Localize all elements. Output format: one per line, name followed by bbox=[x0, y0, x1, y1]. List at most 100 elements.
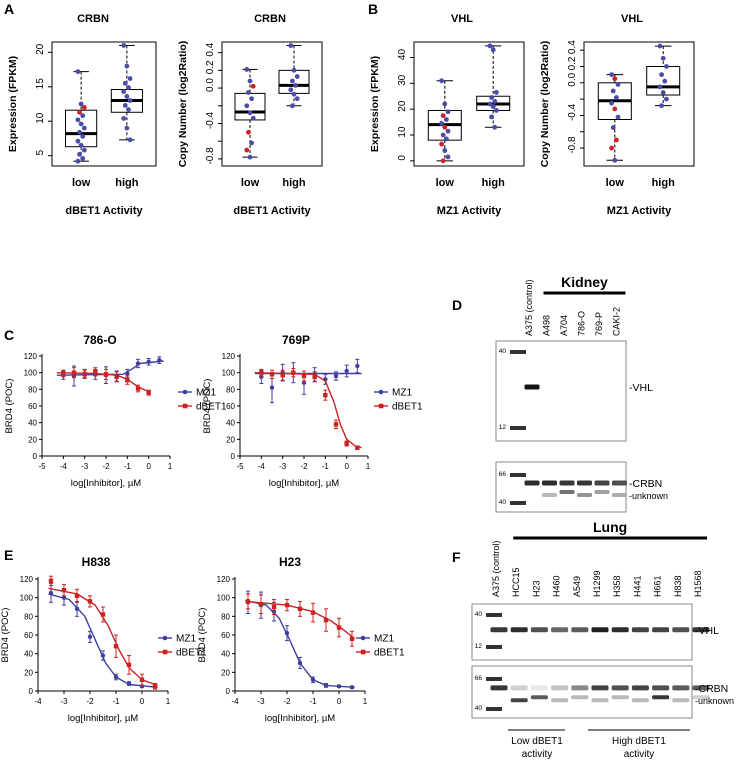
data-point bbox=[439, 120, 444, 126]
data-point bbox=[126, 107, 131, 112]
data-point-mz1 bbox=[48, 590, 54, 596]
data-point bbox=[122, 102, 128, 108]
unknown-band bbox=[672, 698, 690, 703]
lane-label: HCC15 bbox=[511, 567, 521, 597]
unknown-band bbox=[559, 490, 575, 494]
unknown-band bbox=[631, 698, 649, 703]
y-tick-label: -0.8 bbox=[205, 147, 216, 165]
marker-label: 12 bbox=[499, 424, 507, 431]
data-point bbox=[614, 137, 619, 143]
data-point-mz1 bbox=[87, 634, 93, 640]
x-tick-label: -2 bbox=[283, 697, 291, 706]
data-point bbox=[80, 133, 86, 139]
data-point bbox=[77, 129, 82, 135]
y-tick-label: 120 bbox=[20, 575, 34, 584]
y-tick-label: 120 bbox=[217, 575, 231, 584]
y-tick-label: 20 bbox=[28, 435, 37, 444]
y-axis-label: Expression (FPKM) bbox=[369, 56, 381, 152]
lane-label: A549 bbox=[572, 576, 582, 597]
data-point-mz1 bbox=[135, 361, 141, 366]
data-point-dbet1 bbox=[61, 371, 66, 376]
x-tick-label: -1 bbox=[124, 462, 132, 471]
y-tick-label: 15 bbox=[35, 78, 46, 90]
ladder-band bbox=[510, 473, 526, 477]
x-tick-label: 1 bbox=[166, 697, 171, 706]
data-point bbox=[291, 67, 297, 73]
marker-label: 66 bbox=[499, 471, 507, 478]
data-point-mz1 bbox=[157, 357, 162, 363]
data-point-dbet1 bbox=[71, 370, 77, 375]
lane-label: A498 bbox=[542, 315, 552, 336]
y-tick-label: 40 bbox=[24, 650, 33, 659]
dose-response-3: H23 0 20 40 60 80 100 120 -4 -3 -2 -1 0 1 BRD4 (POC) lo… bbox=[197, 555, 405, 724]
data-point bbox=[612, 76, 618, 82]
data-point bbox=[77, 151, 82, 157]
unknown-band bbox=[551, 698, 569, 703]
data-point-mz1 bbox=[125, 371, 130, 376]
data-point bbox=[291, 91, 297, 97]
lane-label: CAKI-2 bbox=[612, 307, 622, 336]
boxplot-b2: VHL -0.8 -0.4 0.0 0.2 0.4 Copy Number (log2Rat… bbox=[539, 13, 695, 217]
data-point-dbet1 bbox=[284, 602, 290, 608]
plot-frame bbox=[413, 41, 525, 167]
ladder-band bbox=[486, 645, 502, 649]
vhl-band bbox=[510, 627, 528, 633]
lane-label: A375 (control) bbox=[524, 279, 534, 336]
unknown-band bbox=[612, 493, 627, 497]
data-point bbox=[250, 83, 256, 89]
data-point bbox=[126, 85, 131, 90]
y-tick-label: 0 bbox=[397, 155, 408, 161]
lane-label: 786-O bbox=[577, 311, 587, 336]
western-blot-kidney: A375 (control) A498 A704 786-O 769-P CAKI-2 Ki… bbox=[495, 274, 668, 513]
unknown-band bbox=[611, 695, 629, 700]
crbn-blot-frame bbox=[471, 665, 693, 719]
data-point-dbet1 bbox=[135, 386, 141, 391]
fit-curve-dBET1 bbox=[245, 600, 356, 640]
group-label: high bbox=[115, 177, 138, 189]
x-axis-label: log[Inhibitor], µM bbox=[68, 713, 139, 724]
data-point-mz1 bbox=[74, 606, 80, 612]
marker-label: 40 bbox=[499, 348, 507, 355]
x-tick-label: 1 bbox=[363, 697, 368, 706]
data-point bbox=[440, 158, 446, 164]
x-tick-label: -2 bbox=[300, 462, 308, 471]
vhl-label: -VHL bbox=[695, 625, 719, 637]
x-tick-label: -1 bbox=[322, 462, 330, 471]
data-point bbox=[492, 124, 498, 130]
y-axis-label: Copy Number (log2Ratio) bbox=[539, 41, 551, 168]
x-axis-label: log[Inhibitor], µM bbox=[71, 478, 142, 489]
group-label: low bbox=[436, 177, 455, 189]
legend-label: MZ1 bbox=[374, 634, 394, 645]
chart-title: 786-O bbox=[83, 333, 116, 347]
boxplot-a1: CRBN 5 10 15 20 Expression (FPKM) low high dBET1… bbox=[7, 13, 157, 217]
crbn-band bbox=[652, 685, 670, 691]
chart-title: H838 bbox=[82, 555, 111, 569]
data-point bbox=[610, 125, 616, 131]
y-tick-label: 20 bbox=[221, 668, 230, 677]
ladder-band bbox=[486, 677, 502, 681]
data-point-mz1 bbox=[284, 630, 290, 636]
x-tick-label: -3 bbox=[257, 697, 265, 706]
x-tick-label: -4 bbox=[258, 462, 266, 471]
data-point-dbet1 bbox=[114, 374, 119, 380]
unknown-label: -unknown bbox=[629, 491, 668, 501]
data-point-dbet1 bbox=[310, 610, 316, 615]
y-tick-label: 0.0 bbox=[205, 78, 216, 92]
data-point bbox=[81, 105, 87, 110]
crbn-band bbox=[530, 685, 548, 691]
y-tick-label: 10 bbox=[35, 112, 46, 124]
data-point-mz1 bbox=[269, 385, 275, 390]
lane-label: H838 bbox=[673, 575, 683, 597]
y-tick-label: -0.4 bbox=[205, 111, 216, 129]
x-axis-label: MZ1 Activity bbox=[437, 205, 502, 217]
data-point-dbet1 bbox=[126, 662, 132, 668]
legend-label: dBET1 bbox=[374, 648, 405, 659]
data-point bbox=[487, 101, 493, 107]
data-point-mz1 bbox=[113, 674, 119, 680]
data-point bbox=[288, 87, 294, 93]
data-point-mz1 bbox=[100, 653, 106, 658]
y-tick-label: 40 bbox=[28, 419, 37, 428]
x-tick-label: -4 bbox=[34, 697, 42, 706]
crbn-band bbox=[510, 685, 528, 691]
data-point bbox=[440, 113, 446, 119]
